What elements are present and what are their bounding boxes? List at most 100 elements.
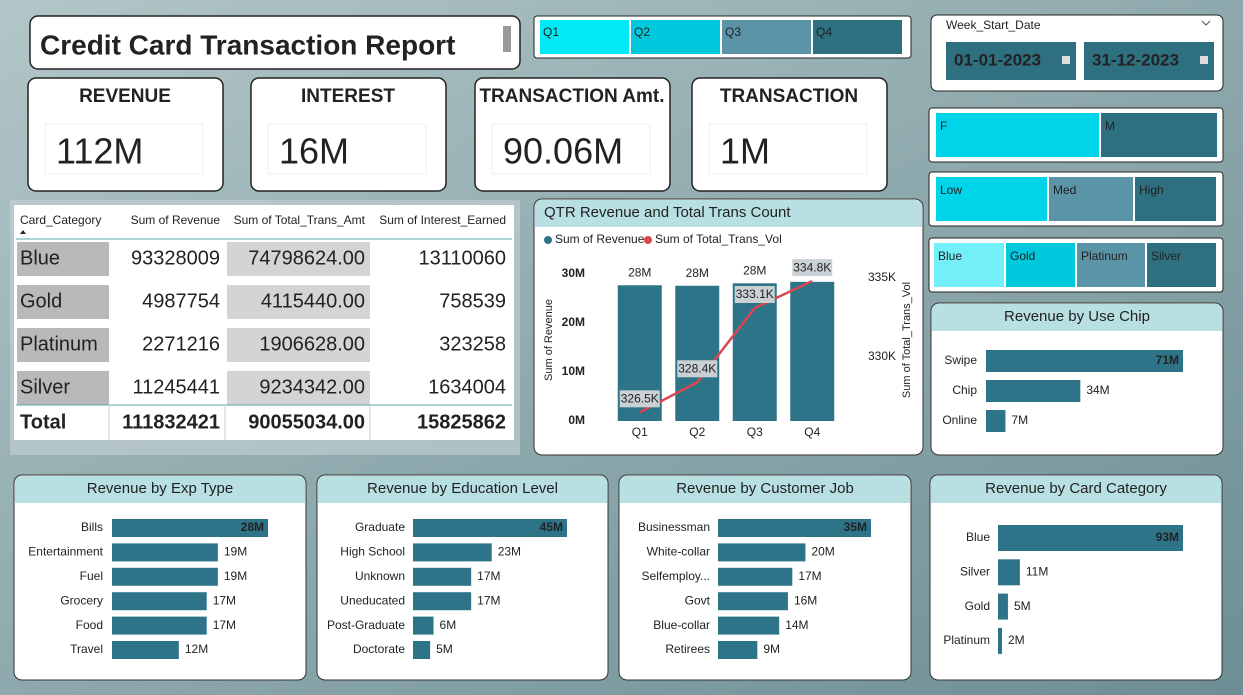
bar <box>986 410 1006 432</box>
category-label: Doctorate <box>353 642 405 656</box>
y-tick-label: 30M <box>562 266 585 280</box>
y2-tick-label: 330K <box>868 349 896 363</box>
bar <box>413 616 434 635</box>
report-title: Credit Card Transaction Report <box>40 29 455 60</box>
slicer-button[interactable] <box>1147 243 1216 287</box>
date-input[interactable] <box>946 42 1076 80</box>
table-cell-text: 4115440.00 <box>261 290 365 312</box>
x-tick-label: Q4 <box>804 425 820 439</box>
slicer-button[interactable] <box>1101 113 1217 157</box>
bar-label: 45M <box>540 520 563 534</box>
kpi-card <box>250 77 447 192</box>
kpi-value: 90.06M <box>503 131 623 172</box>
date-label: Week_Start_Date <box>946 18 1041 32</box>
date-value: 01-01-2023 <box>954 50 1041 69</box>
slicer-label: Blue <box>938 249 962 263</box>
bar <box>675 285 720 421</box>
table-cell-text: 323258 <box>439 333 506 355</box>
sort-arrow <box>20 230 26 234</box>
table-cell-text: 4987754 <box>142 290 220 312</box>
table-cell-text: 11245441 <box>133 376 221 398</box>
quarter-button[interactable] <box>813 20 902 54</box>
table-cell <box>111 285 225 319</box>
bar-label: 17M <box>477 593 500 607</box>
bar <box>998 559 1020 586</box>
slicer-label: F <box>940 119 947 133</box>
slicer-label: Platinum <box>1081 249 1128 263</box>
table-cell-text: 1906628.00 <box>259 333 365 355</box>
quarter-label: Q2 <box>634 25 650 39</box>
category-label: Govt <box>685 593 711 607</box>
table-header: Sum of Revenue <box>131 213 221 227</box>
bar <box>718 519 871 537</box>
category-label: Fuel <box>80 569 103 583</box>
slicer-button[interactable] <box>934 243 1004 287</box>
slicer-button[interactable] <box>1049 177 1133 221</box>
quarter-button[interactable] <box>540 20 629 54</box>
table-cell <box>227 285 370 319</box>
bar-label: 20M <box>811 545 834 559</box>
quarter-label: Q4 <box>816 25 832 39</box>
x-tick-label: Q3 <box>747 425 763 439</box>
bar-label: 5M <box>1014 599 1031 613</box>
bar-label: 28M <box>743 263 766 277</box>
slicer-button[interactable] <box>936 113 1099 157</box>
category-label: Platinum <box>943 633 990 647</box>
slicer-button[interactable] <box>1077 243 1145 287</box>
category-label: High School <box>340 545 405 559</box>
category-label: Selfemploy... <box>642 569 710 583</box>
kpi-inner <box>44 123 204 175</box>
kpi-value: 112M <box>56 131 143 172</box>
slicer-button[interactable] <box>1006 243 1075 287</box>
quarter-button[interactable] <box>631 20 720 54</box>
category-label: Graduate <box>355 520 405 534</box>
table-cell <box>17 328 109 362</box>
y2-axis-title: Sum of Total_Trans_Vol <box>901 282 913 398</box>
slicer-label: M <box>1105 119 1115 133</box>
bar-label: 28M <box>241 520 264 534</box>
kpi-label: REVENUE <box>79 86 171 107</box>
bar <box>413 567 472 586</box>
bar <box>998 525 1183 551</box>
table-total: 90055034.00 <box>248 411 365 433</box>
kpi-inner <box>491 123 651 175</box>
line <box>639 279 813 414</box>
table-cell-text: 2271216 <box>142 333 220 355</box>
category-label: Food <box>76 618 103 632</box>
panel-header <box>15 476 305 503</box>
table-cell <box>111 328 225 362</box>
line-label-bg <box>619 390 660 408</box>
kpi-card <box>27 77 224 192</box>
bar-label: 17M <box>798 569 821 583</box>
bar-label: 2M <box>1008 633 1025 647</box>
kpi-inner <box>267 123 427 175</box>
table-cell-text: Silver <box>20 376 70 398</box>
y-axis-title: Sum of Revenue <box>543 299 555 381</box>
bar-label: 12M <box>185 642 208 656</box>
category-label: Businessman <box>638 520 710 534</box>
bar-label: 17M <box>477 569 500 583</box>
panel-header <box>931 476 1221 503</box>
line-label: 333.1K <box>736 287 774 301</box>
table-cell <box>17 242 109 276</box>
table-cell-text: 93328009 <box>131 247 220 269</box>
table-cell <box>372 371 511 405</box>
slicer-button[interactable] <box>1135 177 1216 221</box>
category-label: Blue <box>966 530 990 544</box>
table-cell <box>372 328 511 362</box>
bar-label: 93M <box>1156 530 1179 544</box>
y-tick-label: 20M <box>562 315 585 329</box>
panel-title: Revenue by Customer Job <box>676 480 854 497</box>
quarter-label: Q3 <box>725 25 741 39</box>
panel-title: Revenue by Education Level <box>367 480 558 497</box>
category-label: Gold <box>965 599 990 613</box>
table-cell <box>227 242 370 276</box>
date-input[interactable] <box>1084 42 1214 80</box>
slicer-button[interactable] <box>936 177 1047 221</box>
title-box <box>29 15 521 70</box>
quarter-button[interactable] <box>722 20 811 54</box>
calendar-icon <box>1200 56 1208 64</box>
bar-label: 17M <box>213 593 236 607</box>
bar <box>718 567 793 586</box>
table-header: Card_Category <box>20 213 101 227</box>
